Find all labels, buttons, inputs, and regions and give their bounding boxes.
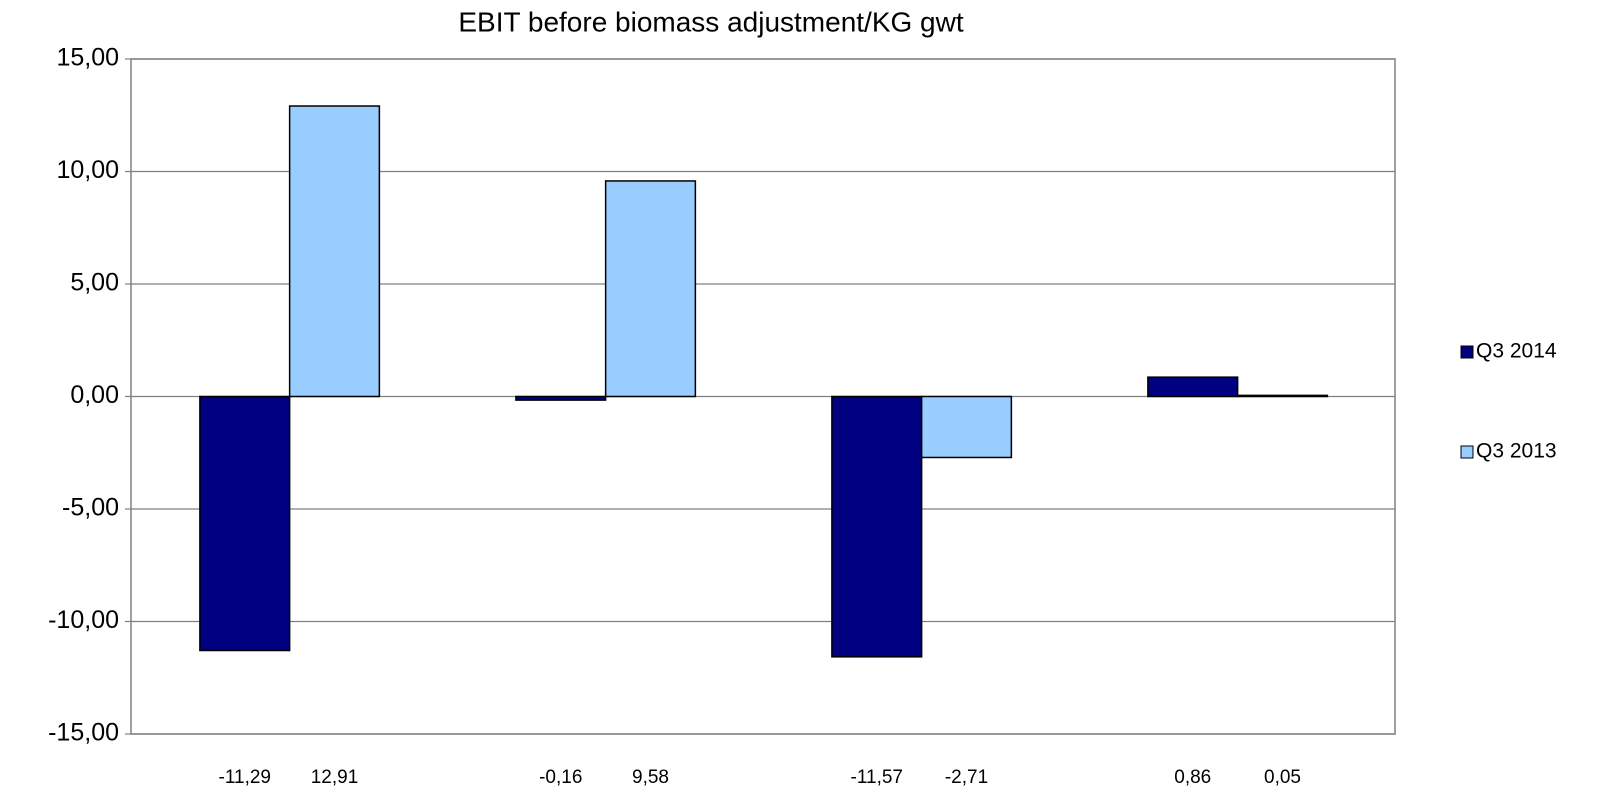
value-label: 0,05 [1264,767,1301,788]
bar [288,105,381,398]
y-tick-label: 10,00 [56,156,119,184]
value-label: -11,29 [219,767,271,788]
bar [1236,394,1329,398]
legend-swatch [1460,345,1474,359]
y-tick-label: -15,00 [48,719,119,747]
y-tick-label: -5,00 [62,494,119,522]
legend-label: Q3 2013 [1476,440,1557,463]
bar [515,395,607,401]
bar [199,395,291,652]
y-tick-label: -10,00 [48,606,119,634]
bar [1147,376,1239,398]
y-tick-label: 15,00 [56,44,119,72]
bar [920,395,1013,459]
legend-label: Q3 2014 [1476,340,1557,363]
y-tick-label: 5,00 [70,269,119,297]
legend-swatch [1460,445,1474,459]
y-tick-label: 0,00 [70,381,119,409]
bar [831,395,923,658]
chart-title: EBIT before biomass adjustment/KG gwt [458,6,963,37]
value-label: 12,91 [311,767,359,788]
bar [604,180,697,398]
value-label: -0,16 [539,767,582,788]
value-label: 0,86 [1174,767,1211,788]
value-label: -2,71 [945,767,988,788]
value-label: -11,57 [851,767,903,788]
value-label: 9,58 [632,767,669,788]
